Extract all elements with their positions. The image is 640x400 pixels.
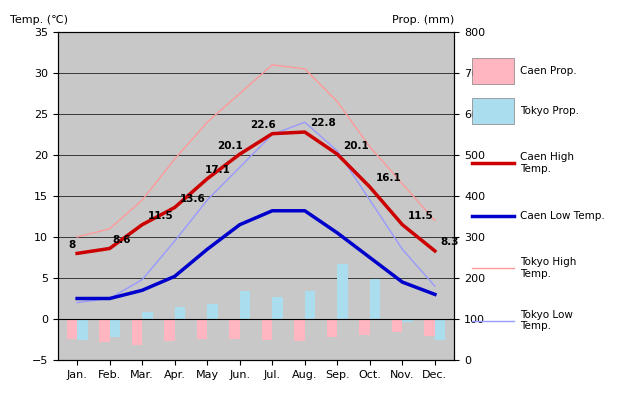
Bar [77,319,88,340]
FancyBboxPatch shape [472,98,514,124]
Bar [435,319,445,340]
Text: 22.6: 22.6 [250,120,276,130]
Text: Temp. (℃): Temp. (℃) [10,16,68,26]
Bar [99,319,109,342]
Bar [360,319,370,334]
Text: Caen Low Temp.: Caen Low Temp. [520,211,605,221]
Text: 13.6: 13.6 [180,194,206,204]
Text: 16.1: 16.1 [376,174,401,184]
Bar [132,319,142,345]
Bar [272,297,283,319]
Bar [142,312,152,319]
Text: 8.3: 8.3 [440,237,459,247]
Text: Tokyo Low
Temp.: Tokyo Low Temp. [520,310,573,332]
Text: Caen Prop.: Caen Prop. [520,66,577,76]
Bar [197,319,207,339]
Bar [370,279,380,319]
Bar [67,319,77,339]
Text: Caen High
Temp.: Caen High Temp. [520,152,575,174]
Text: 11.5: 11.5 [148,211,173,221]
Bar [403,319,413,322]
Bar [207,304,218,319]
Bar [229,319,240,339]
Bar [424,319,435,336]
Bar [327,319,337,338]
Text: Prop. (mm): Prop. (mm) [392,16,454,26]
Text: Tokyo High
Temp.: Tokyo High Temp. [520,257,577,279]
Text: 17.1: 17.1 [204,165,230,175]
FancyBboxPatch shape [472,58,514,84]
Bar [175,307,185,319]
Text: 8: 8 [68,240,76,250]
Bar [392,319,403,332]
Bar [337,264,348,319]
Bar [262,319,272,340]
Text: 20.1: 20.1 [218,141,243,151]
Text: Tokyo Prop.: Tokyo Prop. [520,106,579,116]
Text: 20.1: 20.1 [343,141,369,151]
Bar [240,291,250,319]
Text: 22.8: 22.8 [310,118,336,128]
Text: 11.5: 11.5 [408,211,434,221]
Bar [164,319,175,341]
Bar [294,319,305,341]
Bar [305,291,315,319]
Bar [109,319,120,337]
Text: 8.6: 8.6 [113,235,131,245]
